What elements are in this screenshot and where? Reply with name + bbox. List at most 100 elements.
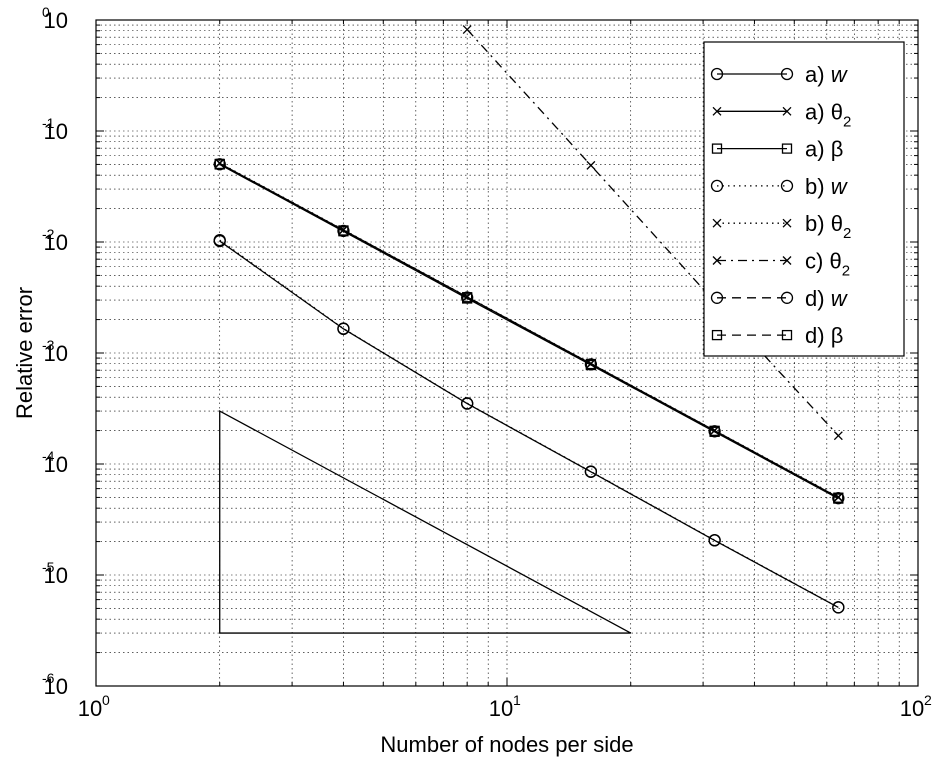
- legend-label-prefix: a): [805, 99, 831, 124]
- marker-x-stroke: [782, 106, 792, 116]
- series-line: [219, 163, 839, 499]
- legend-entry: a) θ2: [712, 99, 851, 130]
- marker-x-stroke: [586, 160, 596, 170]
- legend-label-symbol: θ: [831, 211, 843, 236]
- y-tick-label: 10-5: [42, 559, 68, 588]
- legend-entry: b) w: [710, 174, 849, 199]
- marker-circle: [461, 291, 474, 304]
- y-tick-exponent: -5: [42, 559, 55, 575]
- y-tick-base: 10: [44, 8, 68, 33]
- marker-square: [462, 292, 473, 303]
- legend-label-prefix: d): [805, 323, 831, 348]
- marker-circle: [584, 358, 598, 371]
- legend-entry: d) w: [710, 286, 849, 311]
- marker-square: [781, 329, 793, 341]
- marker-square: [711, 143, 723, 154]
- legend-label-subscript: 2: [843, 225, 851, 242]
- legend-label-symbol: w: [831, 174, 849, 199]
- marker-x: [782, 106, 792, 116]
- marker-x: [462, 292, 472, 302]
- marker-square: [585, 358, 597, 370]
- y-tick-exponent: -4: [42, 448, 55, 464]
- legend-entry: a) β: [711, 137, 843, 162]
- x-tick-base: 10: [900, 696, 924, 721]
- y-tick-base: 10: [44, 119, 68, 144]
- y-tick-exponent: -6: [42, 670, 55, 686]
- legend-label: a) θ2: [805, 99, 851, 130]
- legend-label-symbol: θ: [831, 99, 843, 124]
- x-tick-exponent: 2: [924, 692, 932, 708]
- marker-x-stroke: [462, 25, 472, 35]
- legend-entry: b) θ2: [712, 211, 851, 242]
- marker-x: [712, 218, 722, 228]
- marker-square: [781, 143, 793, 154]
- marker-circle: [213, 158, 226, 171]
- series-line: [466, 29, 839, 437]
- marker-square: [338, 225, 349, 236]
- marker-x: [462, 25, 472, 35]
- ticks: [95, 20, 918, 687]
- marker-circle: [780, 179, 794, 193]
- x-tick-label: 10 1: [489, 692, 521, 721]
- y-tick-base: 10: [44, 563, 68, 588]
- y-tick-base: 10: [44, 230, 68, 255]
- x-axis-label: Number of nodes per side: [380, 732, 633, 757]
- legend: a) wa) θ2a) βb) wb) θ2c) θ2d) wd) β: [703, 41, 905, 357]
- y-tick-base: 10: [44, 341, 68, 366]
- marker-x: [782, 218, 792, 228]
- legend-label-symbol: w: [831, 62, 849, 87]
- legend-label-symbol: w: [831, 286, 849, 311]
- y-tick-label: 10-2: [42, 226, 68, 255]
- y-tick-label: 10-1: [42, 115, 68, 144]
- legend-label-prefix: b): [805, 174, 831, 199]
- legend-label-symbol: β: [831, 137, 844, 162]
- marker-square: [711, 329, 723, 341]
- marker-circle: [708, 534, 721, 547]
- y-tick-label: 100: [42, 4, 68, 33]
- marker-circle: [710, 291, 724, 304]
- x-tick-base: 10: [78, 696, 102, 721]
- legend-label: a) β: [805, 137, 843, 162]
- marker-circle: [710, 67, 724, 81]
- y-tick-exponent: 0: [42, 4, 50, 20]
- y-tick-exponent: -1: [42, 115, 55, 131]
- x-tick-exponent: 0: [102, 692, 110, 708]
- series-7: [214, 158, 844, 503]
- marker-x: [586, 160, 596, 170]
- x-tick-label: 10 0: [78, 692, 110, 721]
- legend-label-prefix: a): [805, 62, 831, 87]
- y-tick-label: 10-3: [42, 337, 68, 366]
- legend-label-subscript: 2: [842, 263, 850, 280]
- legend-entry: a) w: [710, 62, 849, 87]
- marker-x-stroke: [462, 292, 472, 302]
- marker-square: [833, 492, 844, 503]
- y-tick-label: 10-4: [42, 448, 68, 477]
- y-axis-label: Relative error: [12, 287, 37, 419]
- series-layer: [213, 25, 845, 614]
- legend-label: b) θ2: [805, 211, 851, 242]
- marker-circle: [461, 397, 474, 410]
- legend-label: d) β: [805, 323, 843, 348]
- x-tick-exponent: 1: [513, 692, 521, 708]
- legend-entry: d) β: [711, 323, 843, 348]
- legend-label: d) w: [805, 286, 849, 311]
- legend-label-subscript: 2: [843, 113, 851, 130]
- marker-circle: [213, 233, 226, 247]
- x-tick-label: 10 2: [900, 692, 932, 721]
- series-line: [219, 239, 839, 608]
- marker-x-stroke: [833, 492, 843, 502]
- marker-x: [833, 431, 843, 441]
- annotations: [219, 409, 632, 634]
- marker-circle: [780, 67, 794, 81]
- legend-label-symbol: β: [831, 323, 844, 348]
- marker-x-stroke: [712, 218, 722, 228]
- legend-label-prefix: c): [805, 249, 829, 274]
- legend-entry: c) θ2: [712, 249, 850, 280]
- marker-circle: [710, 179, 724, 193]
- y-tick-base: 10: [44, 452, 68, 477]
- legend-label: c) θ2: [805, 249, 850, 280]
- legend-label-prefix: b): [805, 211, 831, 236]
- y-tick-base: 10: [44, 674, 68, 699]
